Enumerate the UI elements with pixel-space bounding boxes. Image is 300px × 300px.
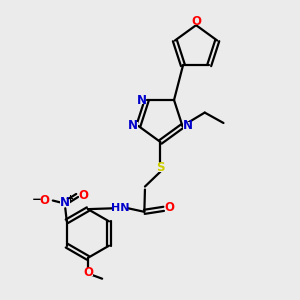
Text: S: S bbox=[156, 161, 165, 174]
FancyBboxPatch shape bbox=[39, 196, 50, 205]
FancyBboxPatch shape bbox=[128, 122, 138, 130]
Text: N: N bbox=[183, 119, 193, 133]
FancyBboxPatch shape bbox=[83, 268, 93, 276]
FancyBboxPatch shape bbox=[79, 191, 89, 200]
Text: O: O bbox=[79, 189, 89, 202]
FancyBboxPatch shape bbox=[137, 96, 146, 104]
Text: −: − bbox=[32, 194, 42, 206]
Text: N: N bbox=[128, 119, 138, 133]
Text: O: O bbox=[40, 194, 50, 207]
Text: +: + bbox=[67, 194, 73, 203]
Text: O: O bbox=[165, 201, 175, 214]
FancyBboxPatch shape bbox=[165, 203, 175, 212]
Text: O: O bbox=[83, 266, 93, 279]
Text: N: N bbox=[60, 196, 70, 209]
FancyBboxPatch shape bbox=[114, 204, 127, 212]
Text: N: N bbox=[136, 94, 146, 106]
FancyBboxPatch shape bbox=[60, 199, 70, 207]
Text: O: O bbox=[191, 15, 201, 28]
FancyBboxPatch shape bbox=[183, 122, 193, 130]
FancyBboxPatch shape bbox=[190, 17, 202, 26]
FancyBboxPatch shape bbox=[155, 163, 166, 172]
Text: HN: HN bbox=[111, 203, 130, 213]
